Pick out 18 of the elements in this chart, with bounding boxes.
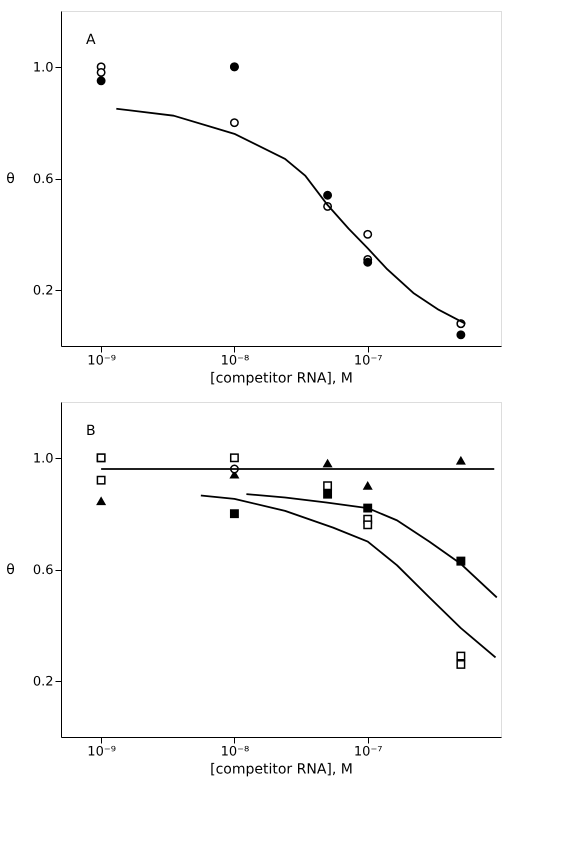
y-tick-label: 0.6 [32,172,54,187]
x-tick-label: 10⁻⁹ [87,354,116,368]
y-tick-label: 1.0 [32,60,54,76]
annotation: B [86,423,96,439]
x-axis-title: [competitor RNA], M [210,370,353,386]
y-axis-title: θ [6,171,15,187]
annotation: A [86,32,96,48]
y-tick-label: 0.6 [32,563,54,578]
x-tick-label: 10⁻⁹ [87,744,116,760]
y-tick-label: 0.2 [32,674,54,690]
x-tick-label: 10⁻⁷ [354,744,383,760]
y-axis-title: θ [6,562,15,578]
x-tick-label: 10⁻⁸ [220,744,250,760]
x-tick-label: 10⁻⁷ [354,354,383,368]
y-tick-label: 1.0 [32,451,54,466]
x-axis-title: [competitor RNA], M [210,762,353,778]
x-tick-label: 10⁻⁸ [220,354,250,368]
y-tick-label: 0.2 [32,284,54,299]
